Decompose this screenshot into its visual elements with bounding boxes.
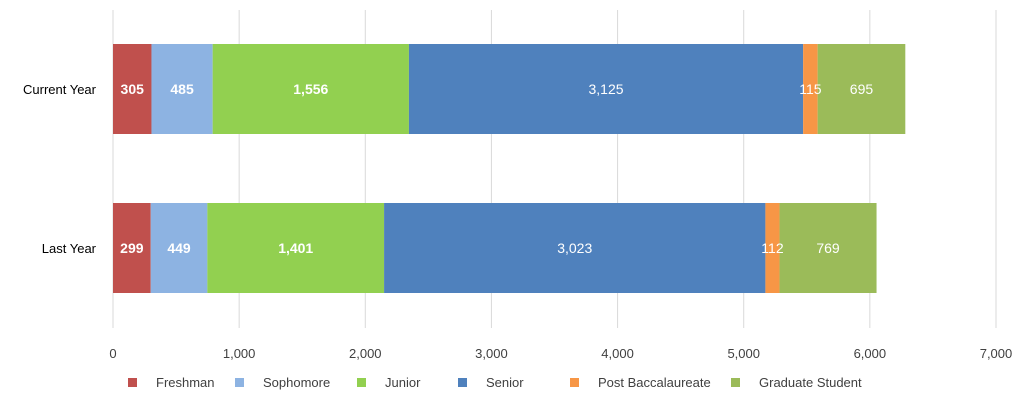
bar-segment — [207, 203, 385, 293]
data-label: 769 — [816, 240, 840, 256]
data-label: 112 — [761, 240, 784, 256]
bars — [113, 44, 906, 293]
data-label: 1,556 — [293, 81, 328, 97]
bar-segment — [765, 203, 780, 293]
legend-label: Graduate Student — [759, 375, 862, 390]
bar-segment — [384, 203, 766, 293]
legend-swatch — [458, 378, 467, 387]
bar-segment — [408, 44, 804, 134]
data-label: 115 — [799, 81, 822, 97]
bar-segment — [779, 203, 877, 293]
data-label: 485 — [170, 81, 194, 97]
x-tick-label: 7,000 — [980, 346, 1013, 361]
bar-segment — [151, 44, 213, 134]
x-tick-label: 2,000 — [349, 346, 382, 361]
x-tick-label: 0 — [109, 346, 116, 361]
y-axis: Current Year Last Year — [23, 82, 97, 256]
x-tick-label: 4,000 — [601, 346, 634, 361]
bar-segment — [113, 44, 152, 134]
x-tick-label: 3,000 — [475, 346, 508, 361]
legend-swatch — [357, 378, 366, 387]
data-label: 305 — [121, 81, 145, 97]
legend-label: Post Baccalaureate — [598, 375, 711, 390]
legend-swatch — [570, 378, 579, 387]
bar-segment — [212, 44, 409, 134]
bar-segment — [803, 44, 818, 134]
data-label: 3,125 — [589, 81, 624, 97]
x-tick-label: 1,000 — [223, 346, 256, 361]
legend: Freshman Sophomore Junior Senior Post Baccal… — [128, 375, 862, 390]
x-axis: 0 1,000 2,000 3,000 4,000 5,000 6,000 7,000 — [109, 346, 1012, 361]
bar-segment — [113, 203, 151, 293]
data-label: 299 — [120, 240, 144, 256]
bar-segment — [817, 44, 906, 134]
legend-swatch — [128, 378, 137, 387]
data-label: 695 — [850, 81, 874, 97]
data-labels: 305 485 1,556 3,125 115 695 299 449 1,401 3,023 11… — [120, 81, 873, 256]
bar-segment — [150, 203, 208, 293]
category-label: Last Year — [42, 241, 97, 256]
legend-label: Sophomore — [263, 375, 330, 390]
legend-swatch — [235, 378, 244, 387]
legend-label: Senior — [486, 375, 524, 390]
x-tick-label: 5,000 — [727, 346, 760, 361]
data-label: 449 — [167, 240, 191, 256]
legend-label: Freshman — [156, 375, 215, 390]
category-label: Current Year — [23, 82, 97, 97]
legend-swatch — [731, 378, 740, 387]
data-label: 1,401 — [278, 240, 313, 256]
legend-label: Junior — [385, 375, 421, 390]
x-tick-label: 6,000 — [854, 346, 887, 361]
data-label: 3,023 — [557, 240, 592, 256]
